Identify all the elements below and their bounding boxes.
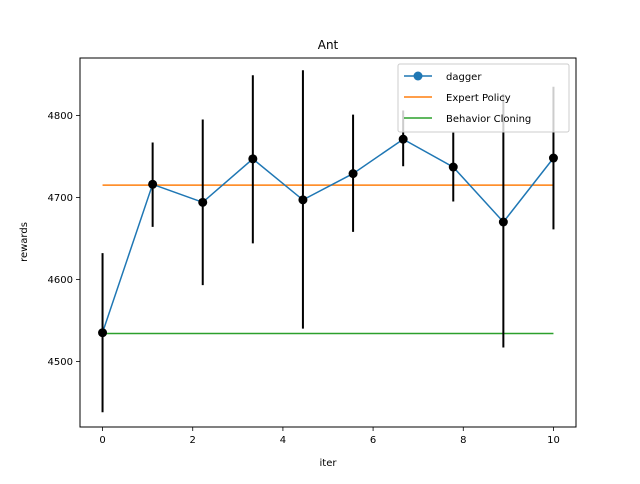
x-tick-label: 2 — [190, 435, 196, 446]
x-tick-label: 8 — [460, 435, 466, 446]
plot-frame — [79, 57, 577, 428]
legend-box — [397, 63, 570, 133]
legend-label: dagger — [446, 72, 482, 83]
data-point — [548, 153, 558, 163]
y-tick-label: 4600 — [48, 275, 73, 286]
x-tick-label: 0 — [99, 435, 105, 446]
data-point — [148, 179, 158, 189]
chart-title: Ant — [318, 38, 339, 52]
data-point — [398, 134, 408, 144]
series-line-dagger — [101, 138, 555, 333]
y-tick-label: 4500 — [48, 357, 73, 368]
data-point — [198, 197, 208, 207]
data-point — [98, 328, 108, 338]
data-point — [298, 195, 308, 205]
legend: dagger Expert Policy Behavior Cloning — [397, 63, 570, 133]
x-tick-label: 10 — [547, 435, 560, 446]
legend-marker — [413, 71, 423, 81]
data-point — [448, 162, 458, 172]
data-point — [498, 217, 508, 227]
x-tick-label: 6 — [370, 435, 376, 446]
legend-label: Expert Policy — [446, 93, 511, 104]
y-tick-label: 4800 — [48, 111, 73, 122]
legend-label: Behavior Cloning — [446, 114, 531, 125]
y-tick-label: 4700 — [48, 193, 73, 204]
data-point — [248, 154, 258, 164]
x-axis-label: iter — [320, 458, 338, 469]
axis-ticks: 0 2 4 6 8 10 4500 4600 4700 4800 — [48, 111, 560, 446]
data-point — [348, 169, 358, 179]
y-axis-label: rewards — [19, 222, 30, 262]
x-tick-label: 4 — [280, 435, 286, 446]
